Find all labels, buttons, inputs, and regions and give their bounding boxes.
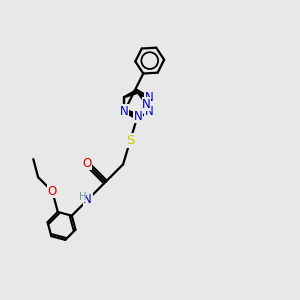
Text: N: N (83, 193, 92, 206)
Text: S: S (126, 134, 134, 147)
Text: N: N (134, 110, 142, 123)
Text: O: O (48, 185, 57, 198)
Text: N: N (145, 105, 154, 118)
Text: N: N (145, 91, 154, 103)
Text: H: H (79, 192, 86, 202)
Text: N: N (120, 105, 129, 118)
Text: N: N (142, 98, 151, 111)
Text: O: O (82, 157, 91, 170)
